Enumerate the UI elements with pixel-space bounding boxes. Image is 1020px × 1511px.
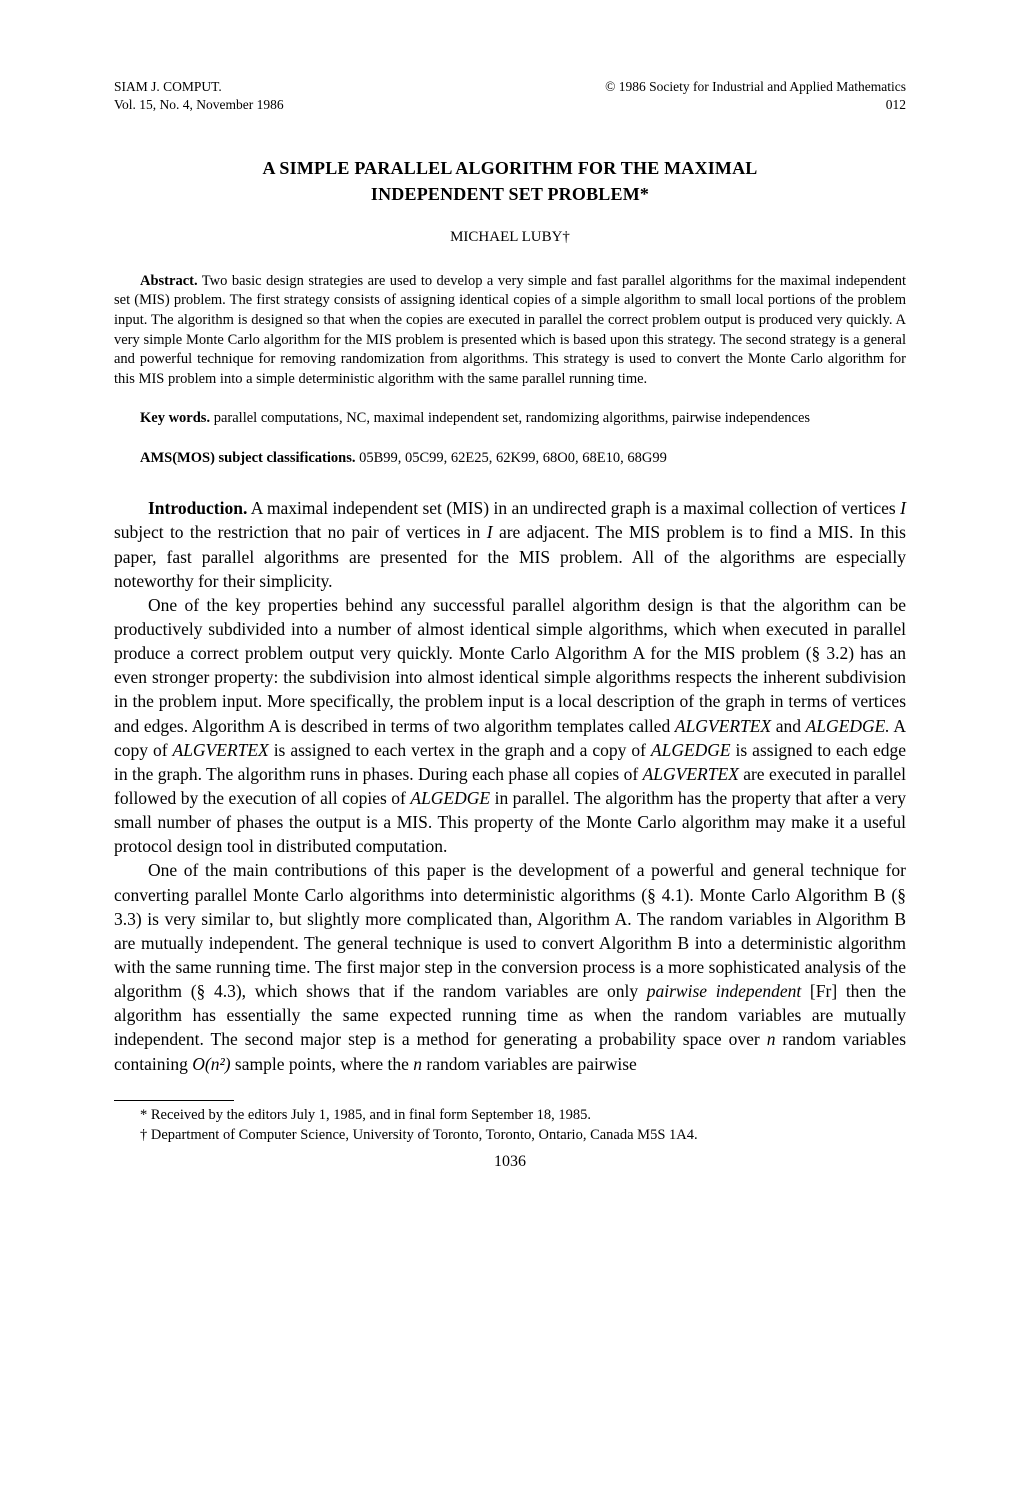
ams-head: AMS(MOS) subject classifications. [140,450,355,466]
term-algvertex-1: ALGVERTEX [675,716,771,736]
ams-text: 05B99, 05C99, 62E25, 62K99, 68O0, 68E10,… [355,450,666,466]
page-container: SIAM J. COMPUT. Vol. 15, No. 4, November… [0,0,1020,1211]
title-line-2: INDEPENDENT SET PROBLEM* [371,184,649,204]
intro-paragraph-2: One of the key properties behind any suc… [114,593,906,859]
var-n-2: n [413,1054,422,1074]
intro-p2a: One of the key properties behind any suc… [114,595,906,736]
footnote-1: * Received by the editors July 1, 1985, … [114,1105,906,1125]
volume-info: Vol. 15, No. 4, November 1986 [114,96,284,114]
intro-p1b: subject to the restriction that no pair … [114,522,487,542]
math-on2: O(n²) [192,1054,230,1074]
intro-p3e: random variables are pairwise [422,1054,637,1074]
journal-name: SIAM J. COMPUT. [114,78,284,96]
page-number: 1036 [114,1153,906,1171]
footnotes: * Received by the editors July 1, 1985, … [114,1105,906,1146]
copyright: © 1986 Society for Industrial and Applie… [605,78,906,96]
intro-p3d: sample points, where the [231,1054,414,1074]
intro-p1a: A maximal independent set (MIS) in an un… [247,498,900,518]
term-algedge-1: ALGEDGE. [806,716,890,736]
term-algedge-3: ALGEDGE [410,788,490,808]
page-header: SIAM J. COMPUT. Vol. 15, No. 4, November… [114,78,906,114]
keywords-text: parallel computations, NC, maximal indep… [210,410,810,426]
header-left: SIAM J. COMPUT. Vol. 15, No. 4, November… [114,78,284,114]
footnote-rule [114,1100,234,1101]
body-text: Introduction. A maximal independent set … [114,496,906,1075]
title-line-1: A SIMPLE PARALLEL ALGORITHM FOR THE MAXI… [263,158,758,178]
paper-title: A SIMPLE PARALLEL ALGORITHM FOR THE MAXI… [114,156,906,206]
intro-p2d: is assigned to each vertex in the graph … [269,740,651,760]
section-head-introduction: Introduction. [148,498,247,518]
abstract-head: Abstract. [140,273,198,289]
abstract: Abstract. Two basic design strategies ar… [114,272,906,389]
keywords-head: Key words. [140,410,210,426]
paper-code: 012 [605,96,906,114]
term-algvertex-2: ALGVERTEX [173,740,269,760]
keywords: Key words. parallel computations, NC, ma… [114,409,906,429]
header-right: © 1986 Society for Industrial and Applie… [605,78,906,114]
intro-p2b: and [771,716,805,736]
footnote-2: † Department of Computer Science, Univer… [114,1125,906,1145]
abstract-text: Two basic design strategies are used to … [114,273,906,387]
term-algvertex-3: ALGVERTEX [643,764,739,784]
var-I-1: I [900,498,906,518]
term-pairwise-independent: pairwise independent [647,981,802,1001]
intro-paragraph-1: Introduction. A maximal independent set … [114,496,906,593]
author: MICHAEL LUBY† [114,229,906,246]
term-algedge-2: ALGEDGE [651,740,731,760]
ams-classifications: AMS(MOS) subject classifications. 05B99,… [114,449,906,469]
intro-paragraph-3: One of the main contributions of this pa… [114,858,906,1075]
